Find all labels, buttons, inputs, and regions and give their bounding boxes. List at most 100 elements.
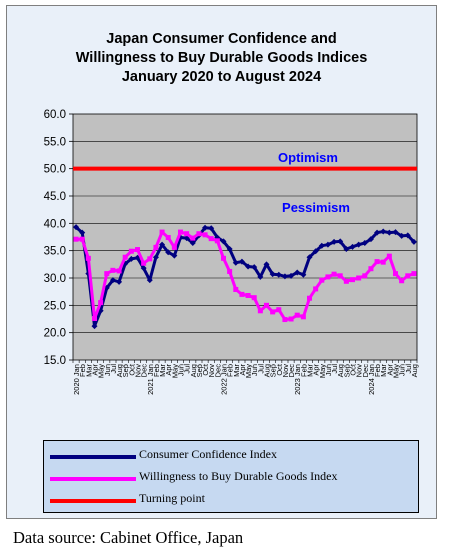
data-point-durable-goods — [257, 308, 263, 314]
x-tick-label: Dec — [140, 364, 149, 378]
data-point-durable-goods — [208, 236, 214, 242]
y-tick-label: 20.0 — [44, 328, 66, 340]
y-tick-label: 35.0 — [44, 246, 66, 258]
x-axis: 2020 JanFebMarAprMayJunJulAugSepOctNovDe… — [72, 360, 419, 395]
y-tick-label: 55.0 — [44, 136, 66, 148]
data-point-durable-goods — [122, 254, 128, 260]
data-point-consumer-confidence — [312, 248, 319, 255]
data-point-durable-goods — [374, 259, 380, 265]
data-point-durable-goods — [282, 317, 288, 323]
data-point-consumer-confidence — [208, 225, 215, 232]
data-point-durable-goods — [356, 275, 362, 281]
data-point-durable-goods — [399, 278, 405, 284]
x-tick-label: Mar — [379, 364, 388, 377]
data-point-consumer-confidence — [398, 232, 405, 239]
data-point-consumer-confidence — [152, 254, 159, 261]
series-group — [73, 166, 417, 330]
data-point-consumer-confidence — [220, 238, 227, 245]
data-point-consumer-confidence — [318, 242, 325, 249]
legend-swatch-consumer-confidence — [50, 455, 136, 459]
x-tick-label: Feb — [78, 364, 87, 377]
x-tick-label: Aug — [336, 364, 345, 377]
data-point-consumer-confidence — [165, 249, 172, 256]
y-tick-label: 30.0 — [44, 273, 66, 285]
data-point-consumer-confidence — [128, 255, 135, 262]
data-point-durable-goods — [251, 295, 257, 301]
y-tick-label: 60.0 — [44, 109, 66, 121]
data-point-durable-goods — [380, 259, 386, 265]
data-point-durable-goods — [337, 273, 343, 279]
x-tick-label: Apr — [164, 363, 173, 375]
x-tick-label: Oct — [127, 363, 136, 376]
data-point-durable-goods — [135, 247, 140, 253]
x-tick-label: 2020 Jan — [72, 364, 81, 395]
data-point-durable-goods — [196, 231, 202, 237]
x-tick-label: Apr — [91, 363, 100, 375]
x-tick-label: 2021 Jan — [146, 364, 155, 395]
x-tick-label: Nov — [281, 364, 290, 378]
data-point-durable-goods — [73, 236, 79, 242]
x-tick-label: Apr — [238, 363, 247, 375]
x-tick-label: 2022 Jan — [220, 364, 229, 395]
data-point-durable-goods — [393, 271, 398, 277]
data-point-consumer-confidence — [140, 265, 147, 272]
data-point-durable-goods — [288, 316, 294, 322]
data-point-consumer-confidence — [232, 259, 239, 266]
data-point-consumer-confidence — [380, 228, 387, 235]
x-tick-label: Feb — [373, 364, 382, 377]
x-tick-label: Nov — [207, 364, 216, 378]
data-point-durable-goods — [116, 268, 122, 274]
legend-item-consumer-confidence: Consumer Confidence Index — [50, 446, 410, 466]
y-tick-label: 25.0 — [44, 300, 66, 312]
data-point-durable-goods — [300, 314, 306, 320]
x-tick-label: Aug — [263, 364, 272, 377]
data-point-durable-goods — [165, 235, 171, 241]
data-point-consumer-confidence — [306, 254, 313, 261]
x-tick-label: Mar — [158, 364, 167, 377]
x-tick-label: Mar — [306, 364, 315, 377]
x-tick-label: Apr — [312, 363, 321, 375]
data-point-durable-goods — [214, 238, 220, 244]
y-axis: 15.0 20.0 25.0 30.0 35.0 40.0 45.0 50.0 55.0 60.0 — [44, 109, 73, 367]
x-tick-label: May — [392, 364, 401, 378]
data-source-note: Data source: Cabinet Office, Japan — [13, 528, 244, 547]
data-point-durable-goods — [153, 244, 159, 250]
data-point-consumer-confidence — [294, 269, 301, 276]
data-point-consumer-confidence — [386, 229, 393, 236]
x-tick-label: Jun — [177, 364, 186, 376]
data-point-consumer-confidence — [355, 241, 362, 248]
chart-title: Japan Consumer Confidence and Willingnes… — [6, 30, 437, 87]
data-point-consumer-confidence — [146, 277, 153, 284]
data-point-durable-goods — [85, 255, 91, 261]
data-point-consumer-confidence — [91, 323, 98, 330]
data-point-consumer-confidence — [337, 238, 344, 245]
data-point-durable-goods — [350, 277, 355, 283]
data-point-consumer-confidence — [251, 264, 258, 271]
x-tick-label: Nov — [134, 364, 143, 378]
data-point-consumer-confidence — [269, 271, 276, 278]
data-point-durable-goods — [245, 292, 251, 298]
data-point-consumer-confidence — [226, 246, 233, 253]
x-tick-label: Feb — [226, 364, 235, 377]
x-tick-label: Jul — [256, 364, 265, 374]
data-point-consumer-confidence — [324, 241, 331, 248]
data-point-consumer-confidence — [343, 246, 350, 253]
data-point-consumer-confidence — [275, 271, 282, 278]
data-point-durable-goods — [202, 232, 208, 238]
data-point-consumer-confidence — [281, 273, 288, 280]
x-tick-label: Jun — [250, 364, 259, 376]
x-tick-label: Dec — [361, 364, 370, 378]
data-point-durable-goods — [98, 300, 104, 306]
x-tick-label: Dec — [213, 364, 222, 378]
x-tick-label: Dec — [287, 364, 296, 378]
x-tick-label: Nov — [355, 364, 364, 378]
x-tick-label: Jul — [109, 364, 118, 374]
chart-title-line-1: Japan Consumer Confidence and — [106, 31, 337, 47]
x-tick-label: 2023 Jan — [293, 364, 302, 395]
x-tick-label: Feb — [152, 364, 161, 377]
data-point-consumer-confidence — [367, 236, 374, 243]
legend-item-turning-point: Turning point — [50, 490, 410, 510]
x-tick-label: Apr — [385, 363, 394, 375]
x-tick-label: Jun — [398, 364, 407, 376]
